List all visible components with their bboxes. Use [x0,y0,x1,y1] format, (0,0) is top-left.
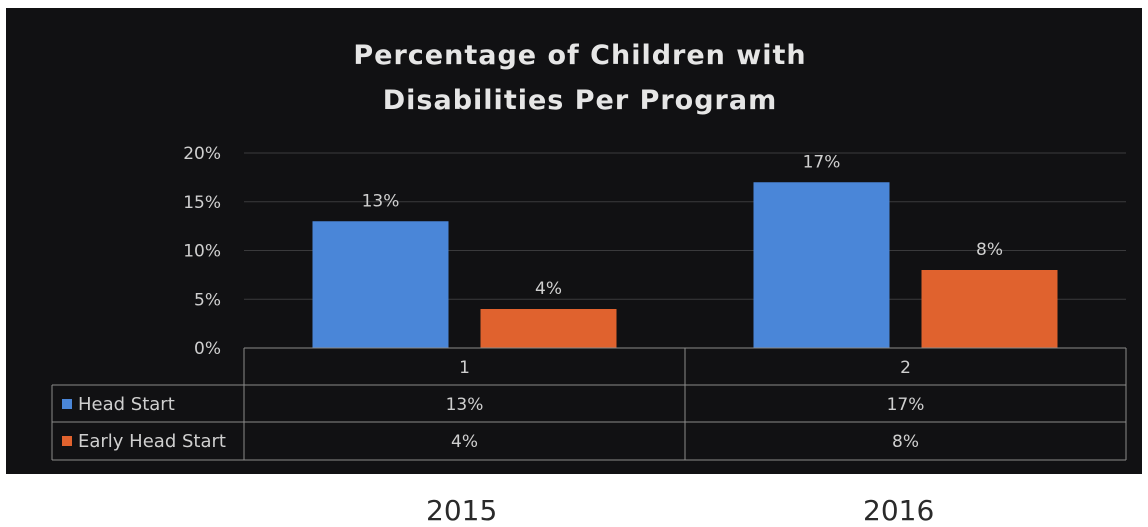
bar-early-head-start [480,309,617,348]
table-category-label: 1 [459,358,470,378]
bar-early-head-start [921,270,1058,348]
legend-series-name: Head Start [78,394,175,415]
bars [312,182,1058,348]
data-labels: 13% 4% 17% 8% [362,152,1003,299]
year-label-2016: 2016 [863,494,935,527]
y-tick-label: 15% [183,193,221,213]
y-tick-label: 5% [194,290,221,310]
y-tick-label: 20% [183,144,221,164]
table-value: 8% [892,432,919,452]
bar-head-start [312,221,449,348]
chart-title-line-1: Percentage of Children with [353,40,806,71]
y-tick-label: 0% [194,339,221,359]
data-label: 8% [976,240,1003,260]
legend-swatch [62,436,72,446]
bar-head-start [753,182,890,348]
y-tick-label: 10% [183,242,221,262]
legend-series-name: Early Head Start [78,431,226,452]
data-label: 17% [803,152,841,172]
chart: 0% 5% 10% 15% 20% 13% 4% 17% 8% 1 2 Head Start 13%… [6,8,1142,474]
table-value: 17% [887,395,925,415]
data-label: 4% [535,279,562,299]
chart-background [6,8,1142,474]
data-label: 13% [362,191,400,211]
table-value: 13% [446,395,484,415]
data-table: 1 2 Head Start 13% 17% Early Head Start 4% 8% [51,347,1127,461]
table-category-label: 2 [900,358,911,378]
table-value: 4% [451,432,478,452]
chart-title-line-2: Disabilities Per Program [383,85,777,116]
year-label-2015: 2015 [426,494,498,527]
legend-swatch [62,399,72,409]
y-axis: 0% 5% 10% 15% 20% [183,144,221,359]
